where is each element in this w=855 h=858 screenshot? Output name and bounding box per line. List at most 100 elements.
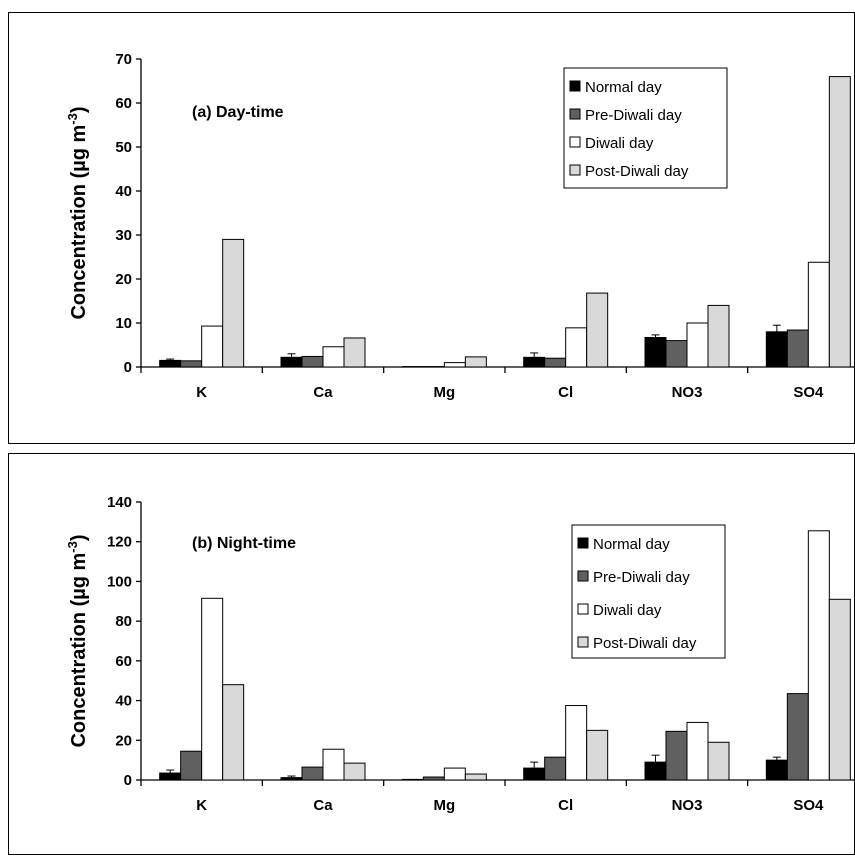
bar-pre-diwali-day-ca [301, 766, 324, 781]
legend-swatch [569, 108, 581, 120]
bar-post-diwali-day-cl [586, 292, 609, 368]
chart-panel-day-time: 0 10 20 30 40 50 60 70 K Ca Mg Cl NO3 SO4 (a) Day-time… [8, 12, 855, 444]
y-tick-label: 70 [115, 51, 132, 68]
y-tick-label: 140 [107, 494, 132, 511]
legend-label: Post-Diwali day [593, 635, 697, 652]
legend-swatch [569, 136, 581, 148]
y-axis-label-superscript: -3 [65, 541, 80, 553]
legend-swatch [577, 537, 589, 549]
y-tick-label: 20 [115, 271, 132, 288]
x-category-label: Ca [313, 797, 333, 814]
bar-post-diwali-day-mg [464, 773, 487, 781]
bar-normal-day-cl [523, 356, 546, 368]
bar-diwali-day-no3 [686, 721, 709, 781]
x-category-label: SO4 [793, 384, 824, 401]
y-tick-label: 100 [107, 573, 132, 590]
bar-normal-day-ca [280, 356, 303, 368]
y-tick-label: 50 [115, 139, 132, 156]
x-category-label: Cl [558, 384, 573, 401]
bar-post-diwali-day-cl [586, 729, 609, 781]
y-axis-label-main: Concentration (µg m [68, 553, 90, 748]
bar-diwali-day-so4 [807, 530, 830, 781]
chart-panel-night-time: 0 20 40 60 80 100 120 140 K Ca Mg Cl NO3 SO4 (b) Night… [8, 453, 855, 855]
y-axis-label-close: ) [68, 534, 90, 541]
y-axis-label: Concentration (µg m-3) [65, 534, 90, 747]
y-tick-label: 40 [115, 183, 132, 200]
bar-normal-day-no3 [644, 761, 667, 781]
chart-title: (b) Night-time [192, 535, 296, 552]
bar-diwali-day-ca [322, 748, 345, 781]
legend-box [563, 67, 728, 189]
bar-normal-day-k [159, 359, 182, 368]
legend-swatch [577, 636, 589, 648]
legend-label: Diwali day [585, 135, 654, 152]
bar-normal-day-ca [280, 777, 303, 781]
y-tick-label: 10 [115, 315, 132, 332]
legend-label: Pre-Diwali day [585, 107, 682, 124]
bar-pre-diwali-day-mg [422, 776, 445, 781]
bar-post-diwali-day-no3 [707, 741, 730, 781]
legend-swatch [569, 80, 581, 92]
chart-day-time: 0 10 20 30 40 50 60 70 K Ca Mg Cl NO3 SO4 (a) Day-time… [65, 51, 855, 401]
bar-post-diwali-day-no3 [707, 304, 730, 368]
bar-normal-day-mg [401, 778, 424, 781]
y-tick-label: 20 [115, 732, 132, 749]
x-category-label: Mg [433, 384, 455, 401]
x-category-label: SO4 [793, 797, 824, 814]
bar-normal-day-so4 [765, 331, 788, 368]
y-axis-label: Concentration (µg m-3) [65, 106, 90, 319]
y-tick-label: 40 [115, 693, 132, 710]
legend-label: Normal day [585, 79, 662, 96]
bar-pre-diwali-day-no3 [665, 340, 688, 368]
bar-post-diwali-day-mg [464, 356, 487, 368]
y-tick-label: 60 [115, 95, 132, 112]
x-category-label: K [196, 384, 207, 401]
legend-label: Diwali day [593, 602, 662, 619]
legend-swatch [577, 570, 589, 582]
bar-diwali-day-cl [565, 705, 588, 781]
x-category-label: NO3 [672, 384, 703, 401]
bar-normal-day-cl [523, 767, 546, 781]
y-tick-label: 0 [124, 772, 132, 789]
bar-diwali-day-mg [443, 362, 466, 368]
legend-label: Normal day [593, 536, 670, 553]
x-category-label: Cl [558, 797, 573, 814]
y-tick-label: 30 [115, 227, 132, 244]
bar-pre-diwali-day-so4 [786, 693, 809, 781]
bar-pre-diwali-day-no3 [665, 730, 688, 781]
bar-pre-diwali-day-k [180, 750, 203, 781]
chart-night-time: 0 20 40 60 80 100 120 140 K Ca Mg Cl NO3 SO4 (b) Night… [65, 494, 855, 814]
bar-post-diwali-day-ca [343, 337, 366, 368]
bar-post-diwali-day-ca [343, 762, 366, 781]
bar-pre-diwali-day-k [180, 360, 203, 368]
x-category-label: Mg [433, 797, 455, 814]
legend-label: Pre-Diwali day [593, 569, 690, 586]
y-tick-label: 120 [107, 534, 132, 551]
bar-diwali-day-k [201, 597, 224, 781]
y-axis-label-main: Concentration (µg m [68, 125, 90, 320]
y-tick-label: 80 [115, 613, 132, 630]
legend-swatch [569, 164, 581, 176]
bar-diwali-day-so4 [807, 261, 830, 368]
x-category-label: NO3 [672, 797, 703, 814]
legend-label: Post-Diwali day [585, 163, 689, 180]
bar-normal-day-so4 [765, 759, 788, 781]
bar-post-diwali-day-k [222, 684, 245, 781]
bar-diwali-day-cl [565, 327, 588, 368]
bar-normal-day-no3 [644, 337, 667, 368]
legend-swatch [577, 603, 589, 615]
bar-normal-day-k [159, 772, 182, 781]
y-tick-label: 60 [115, 653, 132, 670]
bar-diwali-day-mg [443, 767, 466, 781]
bar-diwali-day-ca [322, 346, 345, 368]
x-category-label: Ca [313, 384, 333, 401]
y-axis-label-superscript: -3 [65, 113, 80, 125]
bar-post-diwali-day-so4 [828, 598, 851, 781]
bar-post-diwali-day-so4 [828, 76, 851, 368]
bar-diwali-day-no3 [686, 322, 709, 368]
x-category-label: K [196, 797, 207, 814]
bar-diwali-day-k [201, 325, 224, 368]
bar-pre-diwali-day-cl [544, 756, 567, 781]
chart-title: (a) Day-time [192, 104, 284, 121]
bar-pre-diwali-day-cl [544, 357, 567, 368]
